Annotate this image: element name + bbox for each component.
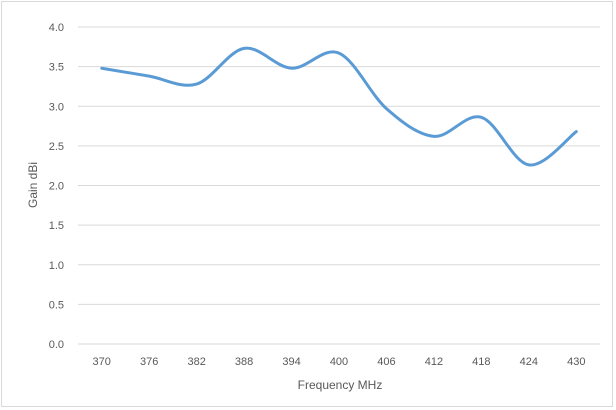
y-tick-labels: 0.0 0.5 1.0 1.5 2.0 2.5 3.0 3.5 4.0 [49,22,64,351]
x-tick-label: 400 [330,356,348,368]
x-tick-label: 388 [235,356,253,368]
y-tick-label: 0.0 [49,339,64,351]
y-tick-label: 2.5 [49,141,64,153]
y-tick-label: 4.0 [49,22,64,34]
x-tick-label: 394 [282,356,300,368]
x-tick-label: 424 [520,356,538,368]
y-tick-label: 0.5 [49,299,64,311]
x-tick-label: 412 [425,356,443,368]
x-tick-label: 406 [377,356,395,368]
x-tick-label: 430 [567,356,585,368]
y-tick-label: 2.0 [49,181,64,193]
x-tick-label: 382 [187,356,205,368]
x-axis-title: Frequency MHz [298,378,383,392]
x-tick-label: 376 [140,356,158,368]
x-tick-label: 418 [472,356,490,368]
y-tick-label: 3.5 [49,62,64,74]
y-tick-label: 1.5 [49,220,64,232]
y-axis-title: Gain dBi [26,162,40,208]
x-tick-labels: 370 376 382 388 394 400 406 412 418 424 430 [93,356,586,368]
series-layer [100,46,578,167]
grid-lines [78,26,600,345]
x-tick-label: 370 [93,356,111,368]
y-tick-label: 3.0 [49,101,64,113]
y-tick-label: 1.0 [49,260,64,272]
series-line-0 [100,46,578,167]
